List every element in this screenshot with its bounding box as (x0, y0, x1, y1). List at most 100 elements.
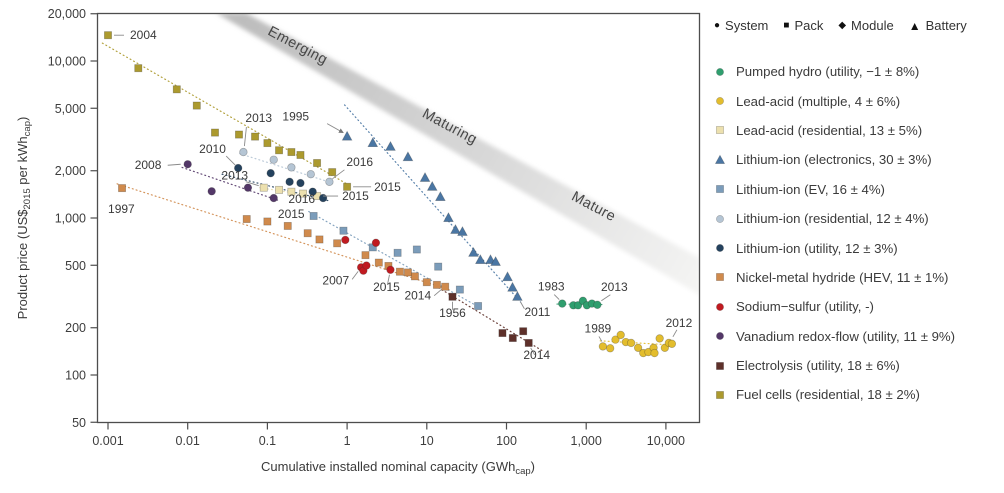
x-tick-label: 0.01 (176, 434, 200, 448)
legend-item-label: Pumped hydro (utility, −1 ± 8%) (736, 64, 920, 80)
annotation-connector (553, 294, 560, 300)
legend-key-label: System (725, 18, 769, 33)
data-point (333, 239, 342, 248)
legend-key-pack: ■ Pack (783, 18, 823, 33)
plot-frame (96, 12, 701, 424)
data-point (211, 128, 219, 137)
year-label: 2016 (288, 192, 315, 206)
data-point (419, 171, 431, 182)
data-point (172, 85, 181, 94)
nickel-metal-hydride-marker-icon (716, 273, 724, 282)
legend-marker-key: ● System ■ Pack ◆ Module ▲ Battery (706, 18, 1002, 33)
x-tick-label: 1,000 (571, 434, 602, 448)
legend-key-module: ◆ Module (838, 18, 893, 33)
legend-item-li-ion-residential: Lithium-ion (residential, 12 ± 4%) (706, 204, 1002, 233)
data-point (299, 189, 307, 198)
x-tick-label: 0.1 (259, 434, 276, 448)
data-point (118, 184, 126, 193)
y-axis-title: Product price (US$2015 per kWhcap) (15, 117, 33, 320)
data-point (626, 338, 636, 348)
series-vanadium-redox-flow (183, 160, 278, 203)
legend-item-nickel-metal-hydride: Nickel-metal hydride (HEV, 11 ± 1%) (706, 263, 1002, 292)
series-lead-acid-residential (259, 183, 322, 200)
data-point (134, 64, 143, 73)
legend-key-label: Module (851, 18, 894, 33)
data-point (374, 258, 383, 267)
data-point (296, 178, 305, 188)
trend-line-li-ion-electronics (343, 104, 522, 303)
series-electrolysis (448, 292, 533, 347)
triangle-icon: ▲ (908, 18, 921, 33)
legend-item-electrolysis: Electrolysis (utility, 18 ± 6%) (706, 351, 1002, 380)
data-point (361, 251, 370, 260)
data-point (296, 151, 305, 159)
year-label: 1983 (538, 280, 565, 294)
data-point (341, 235, 350, 245)
data-point (448, 292, 457, 301)
annotation-connector (672, 329, 678, 338)
data-point (341, 130, 353, 141)
data-point (243, 183, 253, 192)
data-point (443, 212, 454, 222)
annotation-connector (598, 336, 603, 342)
annotation-connector (326, 123, 344, 133)
data-point (251, 132, 260, 141)
year-label: 2011 (524, 305, 550, 319)
annotation-connector (433, 289, 442, 297)
data-point (432, 280, 441, 289)
year-label: 1997 (108, 202, 135, 216)
series-li-ion-ev (309, 212, 483, 310)
legend-key-label: Pack (794, 18, 824, 33)
x-tick-label: 1 (344, 434, 351, 448)
year-label: 2004 (130, 28, 157, 42)
data-point (234, 163, 243, 173)
legend-panel: ● System ■ Pack ◆ Module ▲ Battery Pumped hydro… (706, 18, 1002, 410)
maturity-band (216, 13, 700, 295)
y-tick-label: 2,000 (55, 164, 86, 178)
data-point (403, 268, 412, 277)
data-point (455, 285, 464, 294)
data-point (412, 245, 421, 254)
y-tick-label: 5,000 (55, 102, 86, 116)
year-label: 2007 (322, 273, 349, 287)
data-point (393, 248, 402, 257)
data-point (633, 343, 643, 352)
data-point (593, 300, 602, 309)
data-point (104, 31, 112, 40)
data-point (450, 223, 461, 234)
series-lead-acid-multiple (598, 330, 677, 358)
series-li-ion-residential (239, 147, 334, 186)
year-label: 2010 (199, 142, 226, 156)
data-point (362, 261, 371, 270)
series-nickel-metal-hydride (118, 184, 450, 291)
diamond-icon: ◆ (838, 19, 847, 31)
year-label: 1956 (439, 306, 466, 320)
x-axis-title: Cumulative installed nominal capacity (G… (261, 459, 535, 477)
vanadium-redox-flow-marker-icon (716, 332, 724, 341)
li-ion-ev-marker-icon (716, 185, 724, 194)
trend-line-vanadium-redox-flow (181, 166, 280, 202)
data-point (519, 327, 528, 336)
data-point (263, 139, 272, 148)
pumped-hydro-marker-icon (716, 67, 724, 76)
data-point (598, 342, 608, 351)
x-tick-label: 0.001 (92, 434, 123, 448)
series-pumped-hydro (558, 296, 602, 310)
y-tick-label: 20,000 (48, 7, 86, 21)
data-point (328, 168, 337, 177)
annotation-connector (387, 274, 390, 285)
annotation-connector (530, 347, 536, 356)
data-point (235, 130, 243, 139)
legend-key-label: Battery (925, 18, 967, 33)
year-label: 2014 (404, 289, 431, 303)
year-label: 2015 (374, 180, 401, 194)
data-point (422, 278, 431, 287)
annotation-connector (225, 155, 236, 166)
legend-item-label: Lithium-ion (electronics, 30 ± 3%) (736, 152, 932, 168)
data-point (325, 177, 334, 186)
legend-item-label: Lithium-ion (residential, 12 ± 4%) (736, 211, 929, 227)
data-point (283, 221, 292, 230)
data-point (385, 140, 396, 151)
year-label: 2015 (373, 280, 400, 294)
data-point (207, 187, 216, 196)
